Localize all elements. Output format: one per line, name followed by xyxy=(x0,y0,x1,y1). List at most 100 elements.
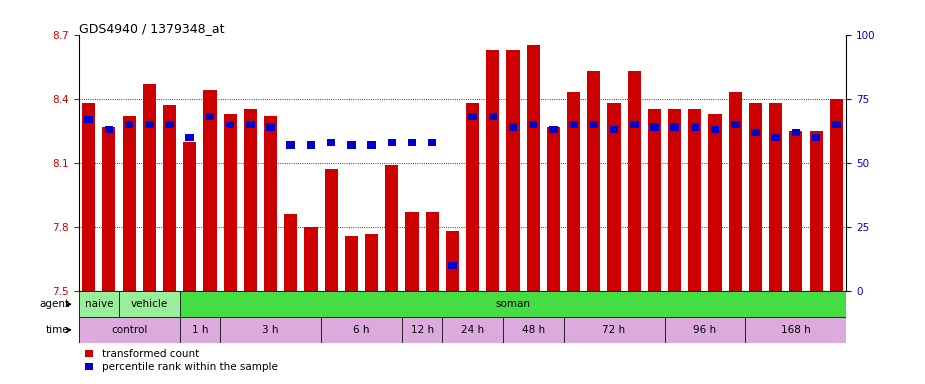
Bar xyxy=(284,214,297,291)
Bar xyxy=(385,165,399,291)
Text: time: time xyxy=(45,325,69,335)
Bar xyxy=(401,317,442,343)
Bar xyxy=(789,131,802,291)
Bar xyxy=(709,114,722,291)
Bar xyxy=(224,114,237,291)
Bar xyxy=(367,141,376,149)
Bar xyxy=(529,121,537,128)
Bar xyxy=(105,126,113,133)
Bar xyxy=(103,127,116,291)
Text: naive: naive xyxy=(84,299,113,309)
Bar xyxy=(648,109,661,291)
Bar xyxy=(610,126,618,133)
Bar xyxy=(691,123,699,131)
Bar xyxy=(751,129,759,136)
Text: 168 h: 168 h xyxy=(781,325,810,335)
Bar xyxy=(327,139,336,146)
Bar xyxy=(246,121,254,128)
Bar xyxy=(345,236,358,291)
Bar xyxy=(84,116,93,123)
Text: control: control xyxy=(111,325,147,335)
Text: 1 h: 1 h xyxy=(191,325,208,335)
Bar xyxy=(226,121,234,128)
Bar xyxy=(749,103,762,291)
Bar xyxy=(746,317,846,343)
Text: 48 h: 48 h xyxy=(522,325,545,335)
Bar xyxy=(163,105,176,291)
Bar xyxy=(321,317,401,343)
Bar xyxy=(710,126,720,133)
Bar xyxy=(347,141,355,149)
Text: 72 h: 72 h xyxy=(602,325,625,335)
Bar xyxy=(769,103,783,291)
Bar xyxy=(549,126,558,133)
Bar xyxy=(830,99,843,291)
Text: 12 h: 12 h xyxy=(411,325,434,335)
Text: 96 h: 96 h xyxy=(694,325,717,335)
Bar xyxy=(587,71,600,291)
Bar xyxy=(179,291,846,317)
Bar xyxy=(204,90,216,291)
Bar xyxy=(79,291,119,317)
Bar xyxy=(186,134,194,141)
Bar xyxy=(650,123,659,131)
Bar xyxy=(304,227,317,291)
Bar xyxy=(79,317,179,343)
Bar xyxy=(125,121,133,128)
Bar xyxy=(589,121,598,128)
Bar xyxy=(608,103,621,291)
Bar xyxy=(142,84,156,291)
Bar xyxy=(628,71,641,291)
Bar xyxy=(832,121,841,128)
Bar xyxy=(509,123,517,131)
Bar xyxy=(365,233,378,291)
Bar xyxy=(119,291,179,317)
Bar xyxy=(307,141,315,149)
Bar xyxy=(567,93,580,291)
Text: 24 h: 24 h xyxy=(461,325,484,335)
Bar xyxy=(166,121,174,128)
Bar xyxy=(448,262,457,269)
Bar xyxy=(325,169,338,291)
Bar xyxy=(408,139,416,146)
Bar xyxy=(731,121,739,128)
Bar xyxy=(264,116,278,291)
Bar xyxy=(630,121,638,128)
Bar xyxy=(570,121,578,128)
Bar xyxy=(179,317,220,343)
Bar xyxy=(123,116,136,291)
Text: agent: agent xyxy=(39,299,69,309)
Bar xyxy=(488,113,497,120)
Bar xyxy=(809,131,822,291)
Bar xyxy=(668,109,681,291)
Bar xyxy=(671,123,679,131)
Bar xyxy=(287,141,295,149)
Bar xyxy=(526,45,540,291)
Bar xyxy=(183,142,196,291)
Text: soman: soman xyxy=(496,299,531,309)
Bar xyxy=(729,93,742,291)
Bar xyxy=(468,113,477,120)
Legend: transformed count, percentile rank within the sample: transformed count, percentile rank withi… xyxy=(80,345,281,376)
Bar xyxy=(205,113,215,120)
Bar xyxy=(145,121,154,128)
Bar xyxy=(244,109,257,291)
Bar xyxy=(563,317,664,343)
Text: GDS4940 / 1379348_at: GDS4940 / 1379348_at xyxy=(79,22,224,35)
Bar xyxy=(442,317,503,343)
Bar xyxy=(812,134,820,141)
Text: 6 h: 6 h xyxy=(353,325,370,335)
Bar xyxy=(426,212,438,291)
Bar xyxy=(547,127,560,291)
Bar xyxy=(82,103,95,291)
Bar xyxy=(466,103,479,291)
Bar xyxy=(771,134,780,141)
Bar xyxy=(428,139,437,146)
Text: vehicle: vehicle xyxy=(130,299,168,309)
Bar xyxy=(220,317,321,343)
Bar xyxy=(507,50,520,291)
Bar xyxy=(388,139,396,146)
Bar xyxy=(664,317,746,343)
Bar xyxy=(266,123,275,131)
Text: 3 h: 3 h xyxy=(263,325,278,335)
